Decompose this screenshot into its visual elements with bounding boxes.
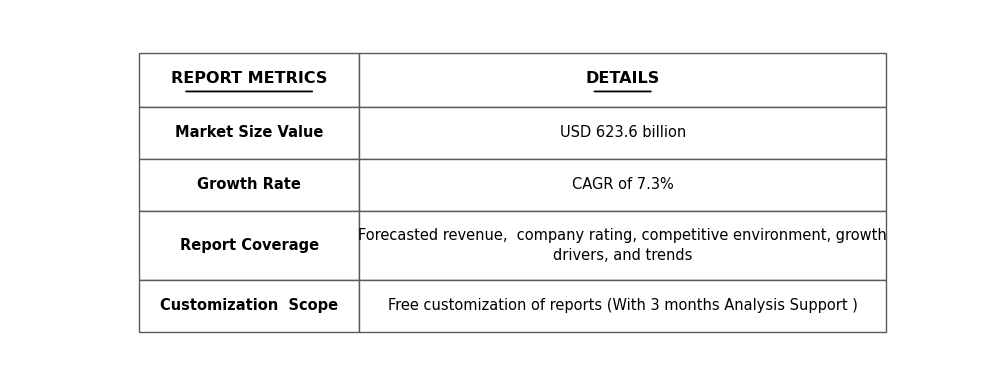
Bar bbox=[139, 53, 359, 107]
Bar bbox=[139, 280, 359, 332]
Text: Free customization of reports (With 3 months Analysis Support ): Free customization of reports (With 3 mo… bbox=[388, 298, 858, 313]
Bar bbox=[139, 107, 359, 159]
Text: CAGR of 7.3%: CAGR of 7.3% bbox=[572, 177, 674, 192]
Bar bbox=[139, 211, 359, 280]
Bar bbox=[359, 211, 886, 280]
Bar bbox=[139, 159, 359, 211]
Bar bbox=[359, 280, 886, 332]
Text: Report Coverage: Report Coverage bbox=[180, 238, 319, 253]
Bar bbox=[359, 159, 886, 211]
Text: DETAILS: DETAILS bbox=[586, 71, 660, 86]
Text: Growth Rate: Growth Rate bbox=[197, 177, 301, 192]
Text: Market Size Value: Market Size Value bbox=[175, 125, 323, 140]
Text: REPORT METRICS: REPORT METRICS bbox=[171, 71, 327, 86]
Bar bbox=[359, 107, 886, 159]
Text: USD 623.6 billion: USD 623.6 billion bbox=[560, 125, 686, 140]
Bar bbox=[359, 53, 886, 107]
Text: Forecasted revenue,  company rating, competitive environment, growth
drivers, an: Forecasted revenue, company rating, comp… bbox=[358, 228, 887, 263]
Text: Customization  Scope: Customization Scope bbox=[160, 298, 338, 313]
